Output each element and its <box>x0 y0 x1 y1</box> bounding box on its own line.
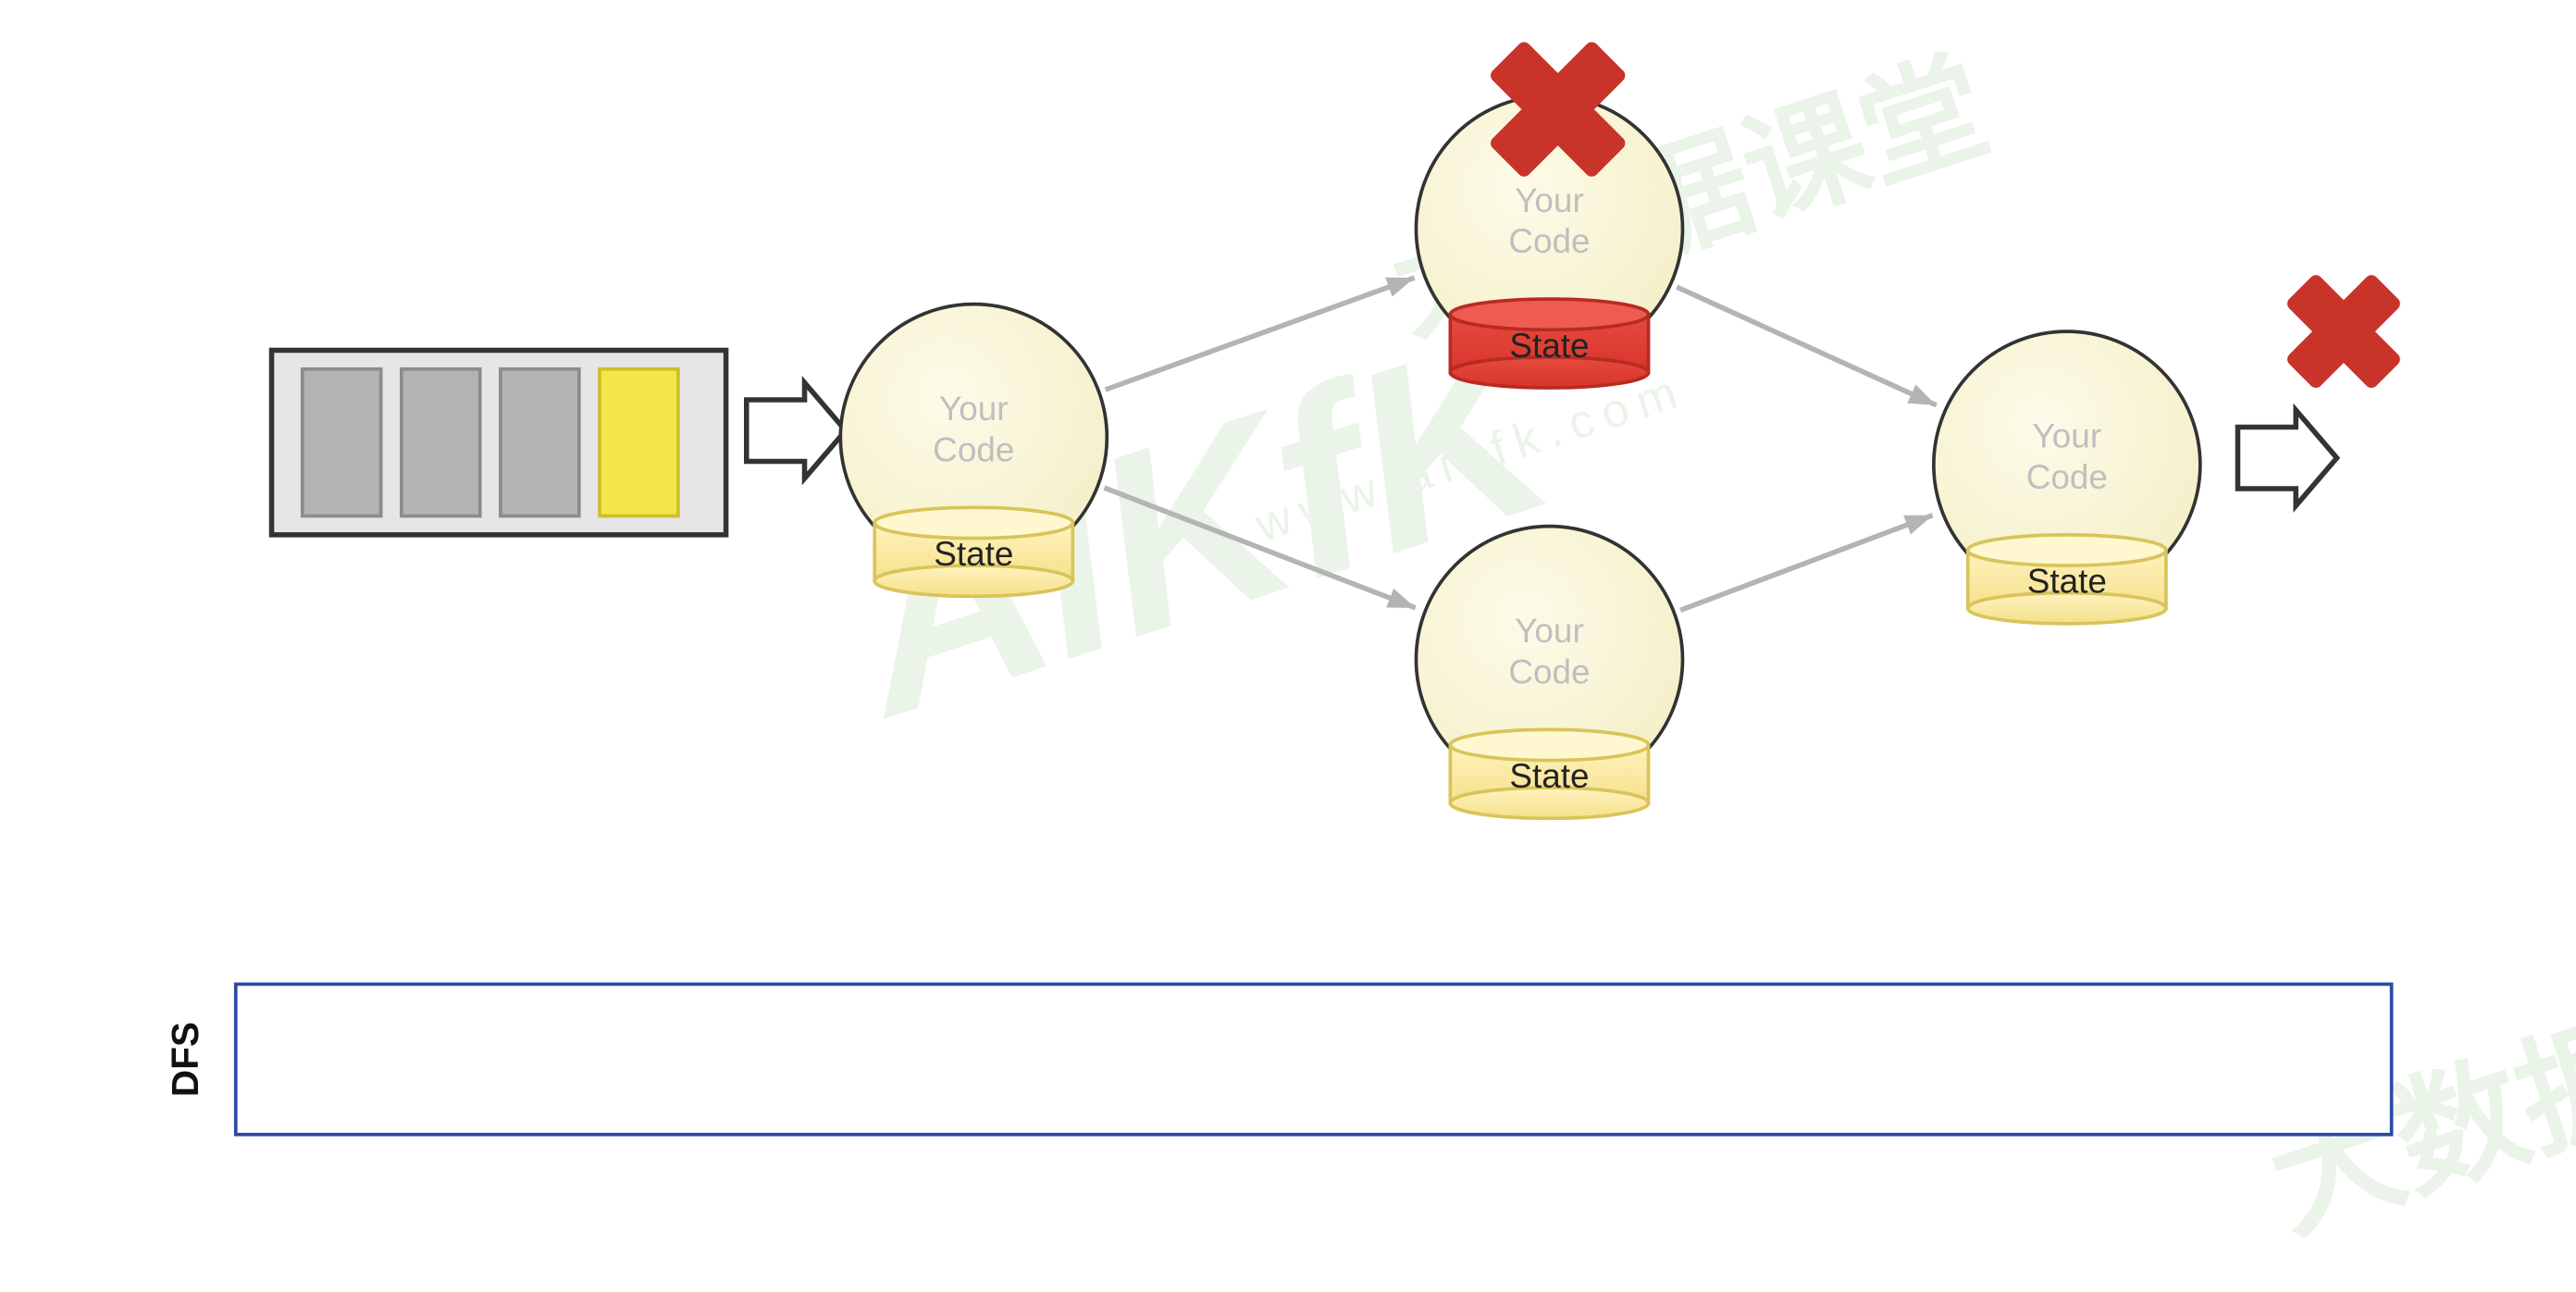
cross-icon <box>2285 272 2403 391</box>
edge-arrowhead <box>1903 516 1933 535</box>
code-label-line1: Your <box>1515 181 1584 219</box>
state-label: State <box>934 535 1013 573</box>
code-node: YourCode State <box>1934 331 2200 624</box>
code-label-line1: Your <box>939 390 1009 428</box>
code-label-line2: Code <box>933 430 1014 468</box>
state-label: State <box>1509 757 1589 795</box>
flow-arrow <box>747 383 846 478</box>
state-label: State <box>1509 327 1589 365</box>
queue-cell <box>600 369 678 516</box>
code-label-line2: Code <box>2026 458 2108 496</box>
dfs-label: DFS <box>164 1022 206 1097</box>
queue-cell <box>402 369 480 516</box>
code-node: YourCode State <box>840 304 1107 597</box>
code-label-line1: Your <box>1515 612 1584 650</box>
queue-cell <box>303 369 381 516</box>
flow-arrow <box>2237 410 2336 505</box>
dfs-storage: DFS <box>164 984 2391 1134</box>
edge-arrowhead <box>1907 385 1936 405</box>
edge <box>1680 516 1933 611</box>
code-label-line2: Code <box>1508 222 1590 260</box>
input-queue <box>272 350 726 534</box>
queue-cell <box>501 369 579 516</box>
state-label: State <box>2027 563 2107 601</box>
edge <box>1677 287 1936 405</box>
code-node: YourCode State <box>1416 527 1682 819</box>
code-label-line1: Your <box>2033 417 2102 455</box>
stream-state-diagram: AiKfK 大数据课堂 www.aikfk.com 大数据课堂 YourCode… <box>0 0 2576 1292</box>
code-label-line2: Code <box>1508 652 1590 690</box>
